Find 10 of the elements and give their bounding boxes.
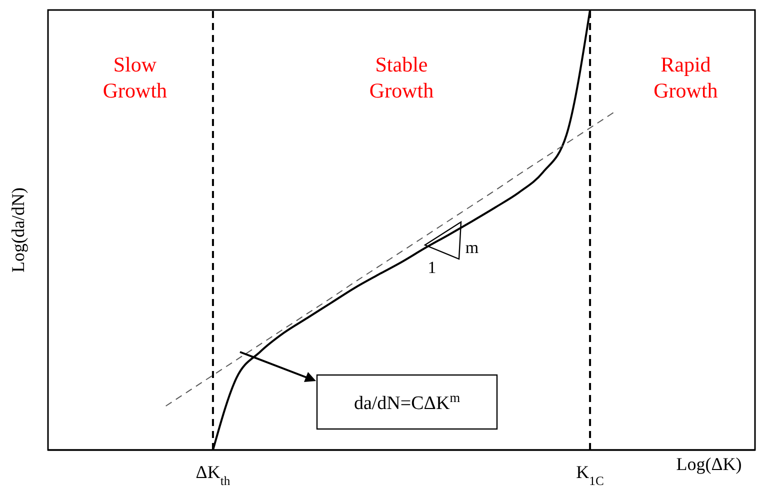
annotation: Slow Growth xyxy=(102,52,168,103)
annotation: Stable Growth xyxy=(369,52,434,103)
annotation: 1 xyxy=(428,258,436,277)
annotation: Rapid Growth xyxy=(654,52,718,103)
annotation: m xyxy=(465,238,479,257)
x-axis-title: Log(ΔK) xyxy=(676,454,742,474)
x-tick-label: K$_{1C}$ xyxy=(576,462,604,488)
x-tick-label: ΔK$_{th}$ xyxy=(196,462,231,488)
annotation: da/dN=CΔK$^{m}$ xyxy=(354,390,461,414)
y-axis-title: Log(da/dN) xyxy=(8,188,28,272)
